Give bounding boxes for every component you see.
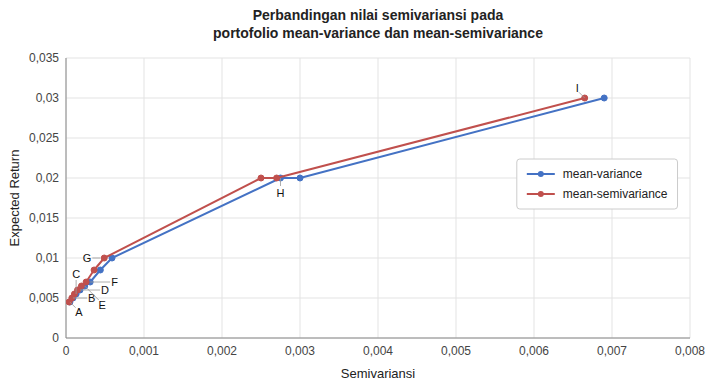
x-tick-label: 0,005 [441, 344, 471, 358]
point-label: I [576, 82, 579, 94]
point-label: E [98, 299, 105, 311]
legend-swatch-marker [538, 171, 544, 177]
series-marker [101, 255, 107, 261]
grid-line-y [66, 138, 690, 139]
grid-line-y [66, 338, 690, 339]
annotations: ABC DEF G H I [70, 82, 585, 319]
title-line: portofolio mean-variance dan mean-semiva… [213, 25, 543, 41]
x-axis-line [66, 338, 690, 339]
point-label: H [277, 187, 285, 199]
y-tick-label: 0,015 [29, 211, 59, 225]
grid-line-y [66, 98, 690, 99]
leader-line [76, 280, 77, 294]
leader-line [90, 282, 110, 283]
legend-frame [517, 159, 678, 209]
point-label: B [88, 292, 95, 304]
y-axis-label: Expected Return [7, 150, 22, 247]
y-tick-label: 0,025 [29, 131, 59, 145]
leader-line [579, 92, 585, 98]
point-label: F [111, 276, 118, 288]
leader-line [92, 258, 100, 259]
leader-line [80, 290, 100, 291]
legend-label: mean-semivariance [563, 187, 668, 201]
y-tick-label: 0,02 [36, 171, 60, 185]
title-line: Perbandingan nilai semivariansi pada [253, 7, 504, 23]
background [0, 0, 712, 389]
y-tick-label: 0,005 [29, 291, 59, 305]
grid-line-x [300, 58, 301, 338]
series-marker [601, 95, 607, 101]
point-label: C [72, 268, 80, 280]
legend-label: mean-variance [563, 167, 643, 181]
grid-line-y [66, 258, 690, 259]
grid-line-x [456, 58, 457, 338]
point-label: G [83, 252, 92, 264]
grid-line-x [690, 58, 691, 338]
grid-line-x [144, 58, 145, 338]
y-axis-line [66, 58, 67, 338]
x-tick-label: 0,006 [519, 344, 549, 358]
grid [66, 58, 690, 338]
chart: Perbandingan nilai semivariansi pada port… [0, 0, 712, 389]
x-tick-label: 0,001 [129, 344, 159, 358]
grid-line-x [378, 58, 379, 338]
legend-swatch-marker [538, 191, 544, 197]
title: Perbandingan nilai semivariansi pada port… [213, 7, 543, 41]
x-tick-label: 0,003 [285, 344, 315, 358]
x-axis-label: Semivariansi [341, 366, 416, 381]
y-tick-label: 0 [52, 331, 59, 345]
series-marker [83, 279, 89, 285]
series-marker [91, 267, 97, 273]
series-marker [274, 175, 280, 181]
x-tick-label: 0,007 [597, 344, 627, 358]
series-marker [297, 175, 303, 181]
grid-line-x [66, 58, 67, 338]
y-tick-label: 0,03 [36, 91, 60, 105]
y-tick-label: 0,01 [36, 251, 60, 265]
x-tick-label: 0,008 [675, 344, 705, 358]
grid-line-y [66, 298, 690, 299]
legend: mean-variance mean-semivariance [517, 159, 678, 209]
point-label: D [101, 284, 109, 296]
leader-line [73, 298, 87, 299]
series-line [69, 98, 585, 302]
x-tick-label: 0,004 [363, 344, 393, 358]
leader-line [70, 302, 76, 308]
leader-line [280, 178, 281, 186]
y-tick-label: 0,035 [29, 51, 59, 65]
x-tick-label: 0 [63, 344, 70, 358]
x-tick-label: 0,002 [207, 344, 237, 358]
point-label: A [75, 306, 83, 318]
leader-line [85, 286, 99, 300]
grid-line-y [66, 58, 690, 59]
series-marker [97, 267, 103, 273]
series-marker [258, 175, 264, 181]
grid-line-y [66, 218, 690, 219]
